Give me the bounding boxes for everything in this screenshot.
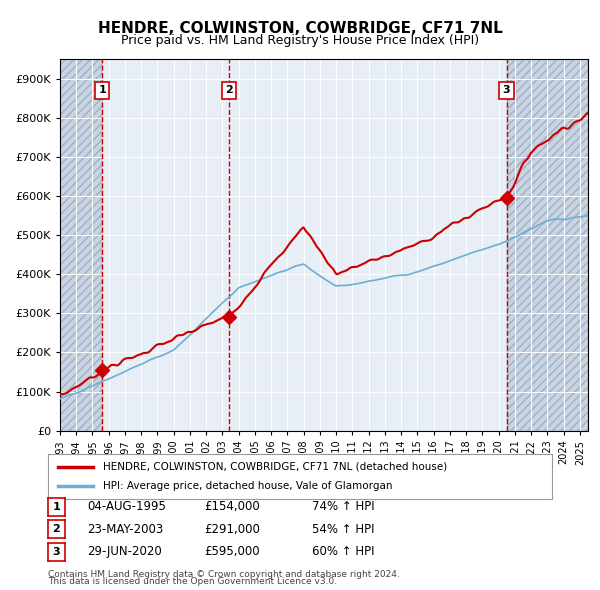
Text: 3: 3	[503, 86, 511, 96]
Text: 2: 2	[225, 86, 233, 96]
Text: This data is licensed under the Open Government Licence v3.0.: This data is licensed under the Open Gov…	[48, 578, 337, 586]
Text: HENDRE, COLWINSTON, COWBRIDGE, CF71 7NL (detached house): HENDRE, COLWINSTON, COWBRIDGE, CF71 7NL …	[103, 462, 448, 471]
Text: HPI: Average price, detached house, Vale of Glamorgan: HPI: Average price, detached house, Vale…	[103, 481, 393, 491]
Text: 29-JUN-2020: 29-JUN-2020	[87, 545, 162, 558]
Text: 1: 1	[98, 86, 106, 96]
Text: HENDRE, COLWINSTON, COWBRIDGE, CF71 7NL: HENDRE, COLWINSTON, COWBRIDGE, CF71 7NL	[98, 21, 502, 35]
Text: 04-AUG-1995: 04-AUG-1995	[87, 500, 166, 513]
Text: 2: 2	[53, 525, 60, 534]
Text: 23-MAY-2003: 23-MAY-2003	[87, 523, 163, 536]
Text: £154,000: £154,000	[204, 500, 260, 513]
Text: £595,000: £595,000	[204, 545, 260, 558]
Text: 3: 3	[53, 547, 60, 556]
Text: 60% ↑ HPI: 60% ↑ HPI	[312, 545, 374, 558]
Text: 74% ↑ HPI: 74% ↑ HPI	[312, 500, 374, 513]
Text: 54% ↑ HPI: 54% ↑ HPI	[312, 523, 374, 536]
Text: £291,000: £291,000	[204, 523, 260, 536]
Text: 1: 1	[53, 502, 60, 512]
Text: Price paid vs. HM Land Registry's House Price Index (HPI): Price paid vs. HM Land Registry's House …	[121, 34, 479, 47]
Text: Contains HM Land Registry data © Crown copyright and database right 2024.: Contains HM Land Registry data © Crown c…	[48, 571, 400, 579]
Bar	[60, 59, 102, 431]
